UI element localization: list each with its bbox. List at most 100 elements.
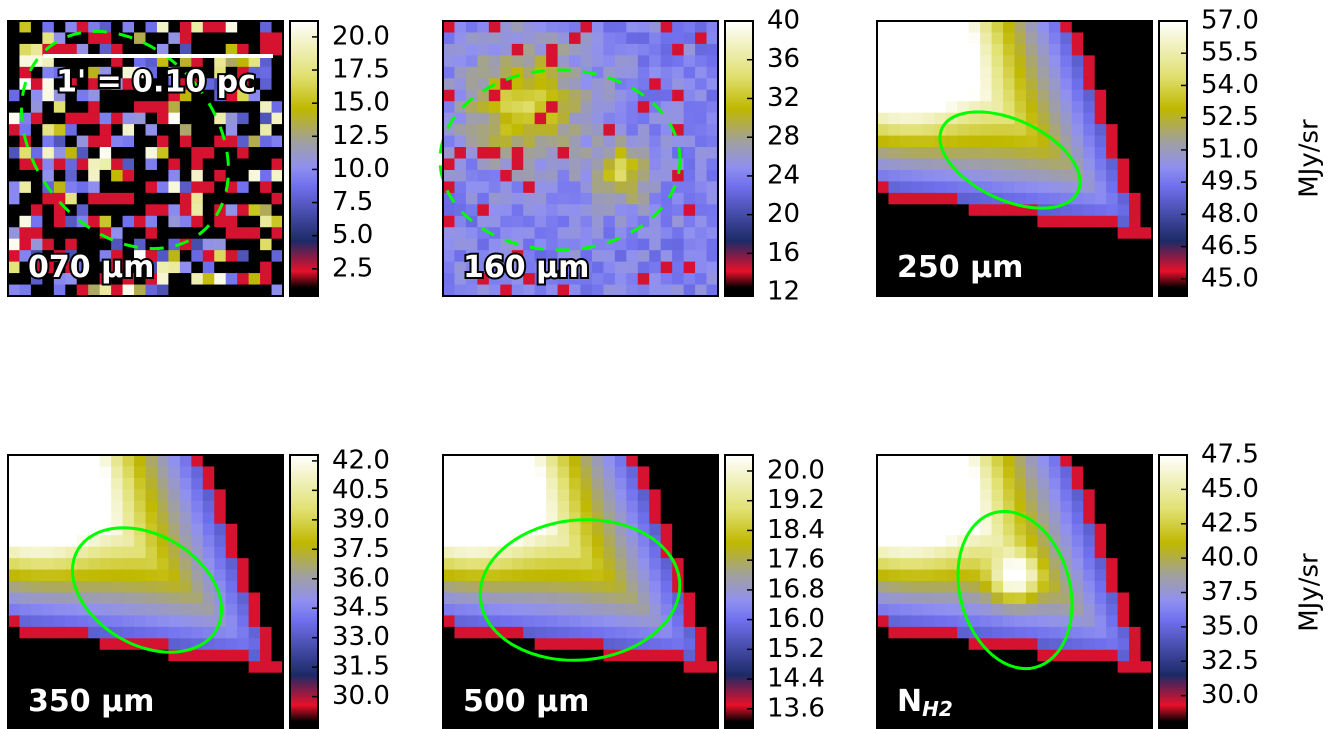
map-pixel [1071,261,1084,274]
map-pixel [934,672,947,685]
map-pixel [1083,477,1096,490]
colorbar-tick-label: 57.0 [1201,6,1259,36]
map-pixel [546,43,559,56]
map-pixel [614,89,627,102]
map-pixel [260,455,273,467]
map-pixel [968,250,981,263]
map-pixel [156,615,169,628]
map-pixel [1106,672,1119,685]
map-pixel [19,592,32,605]
map-pixel [237,649,250,662]
map-pixel [1060,603,1073,616]
map-pixel [603,89,616,102]
map-pixel [557,169,570,182]
map-pixel [88,546,101,559]
map-pixel [523,546,536,559]
map-pixel [957,546,970,559]
map-pixel [1003,181,1015,194]
map-pixel [1106,124,1119,137]
map-pixel [202,250,215,263]
map-pixel [88,592,101,605]
map-pixel [443,204,455,217]
map-pixel [557,455,570,467]
map-pixel [1060,32,1073,45]
map-pixel [511,215,524,228]
map-pixel [465,535,478,548]
map-pixel [1003,615,1015,628]
map-pixel [488,455,501,467]
map-pixel [156,661,169,674]
map-pixel [546,261,559,274]
map-pixel [179,135,192,148]
map-pixel [626,546,639,559]
map-pixel [99,181,112,194]
map-pixel [260,558,273,571]
map-pixel [626,124,639,137]
map-pixel [53,592,66,605]
map-pixel [991,227,1004,240]
map-pixel [214,21,227,33]
map-pixel [488,638,501,651]
map-pixel [706,66,719,79]
map-pixel [1014,112,1027,125]
map-pixel [1140,615,1153,628]
map-pixel [1129,649,1142,662]
map-pixel [214,707,227,720]
map-pixel [76,718,89,729]
map-pixel [1003,43,1015,56]
map-pixel [488,661,501,674]
map-pixel [271,489,284,502]
map-pixel [477,78,490,91]
map-pixel [945,124,958,137]
map-pixel [695,147,708,159]
map-pixel [53,204,66,217]
map-pixel [934,238,947,251]
map-pixel [980,649,993,662]
map-pixel [134,638,146,651]
map-pixel [99,147,112,159]
map-pixel [888,477,901,490]
map-pixel [443,466,455,479]
map-pixel [1106,238,1119,251]
beam-ellipse [956,509,1074,671]
map-pixel [1117,192,1130,205]
map-pixel [603,546,616,559]
map-pixel [591,238,604,251]
map-pixel [603,273,616,286]
map-pixel [1037,250,1050,263]
map-pixel [1094,284,1107,297]
map-pixel [248,512,261,525]
map-pixel [260,569,273,582]
map-pixel [523,215,536,228]
map-pixel [1048,523,1061,536]
map-pixel [19,500,32,513]
map-pixel [225,78,238,91]
map-pixel [122,592,135,605]
map-pixel [225,227,238,240]
map-pixel [42,707,55,720]
map-pixel [65,466,78,479]
map-pixel [672,626,685,639]
map-pixel [179,500,192,513]
map-pixel [465,124,478,137]
map-pixel [237,238,250,251]
map-pixel [523,112,536,125]
map-pixel [534,638,547,651]
map-pixel [877,649,889,662]
map-pixel [626,466,639,479]
map-pixel [991,273,1004,286]
map-pixel [1060,66,1073,79]
map-pixel [957,707,970,720]
map-pixel [145,512,158,525]
map-pixel [534,124,547,137]
map-pixel [934,500,947,513]
map-pixel [179,626,192,639]
map-pixel [1048,78,1061,91]
map-pixel [1014,43,1027,56]
map-pixel [53,558,66,571]
map-pixel [30,124,43,137]
map-pixel [637,21,650,33]
map-pixel [957,500,970,513]
map-pixel [1140,500,1153,513]
map-pixel [546,284,559,297]
